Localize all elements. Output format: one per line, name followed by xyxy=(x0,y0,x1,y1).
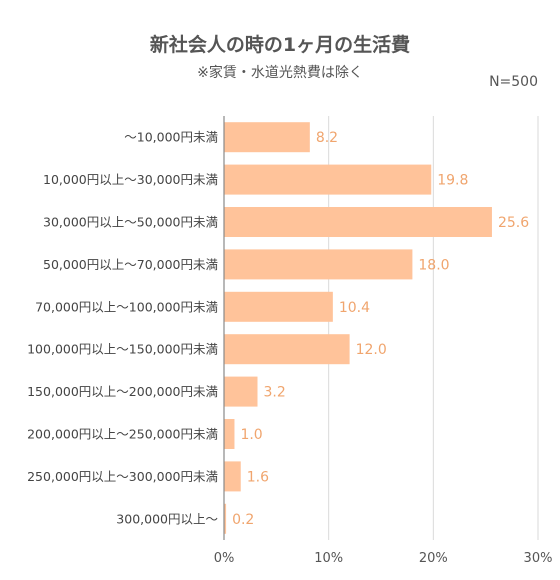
data-label: 0.2 xyxy=(232,512,254,528)
x-tick-label: 0% xyxy=(214,551,235,566)
sample-size-label: N=500 xyxy=(489,74,538,90)
data-label: 1.0 xyxy=(240,427,262,443)
category-label: 70,000円以上～100,000円未満 xyxy=(35,299,218,314)
category-label: 100,000円以上～150,000円未満 xyxy=(27,342,218,357)
bar xyxy=(224,419,235,449)
data-label: 3.2 xyxy=(263,385,285,401)
bar xyxy=(224,164,432,195)
chart-subtitle: ※家賃・水道光熱費は除く xyxy=(197,65,363,81)
chart-title: 新社会人の時の1ヶ月の生活費 xyxy=(149,34,411,56)
category-label: 250,000円以上～300,000円未満 xyxy=(27,469,218,484)
bar xyxy=(224,291,333,322)
category-label: 10,000円以上～30,000円未満 xyxy=(43,172,218,187)
x-tick-label: 20% xyxy=(419,551,448,566)
category-label: 30,000円以上～50,000円未満 xyxy=(43,215,218,230)
category-label: 50,000円以上～70,000円未満 xyxy=(43,257,218,272)
data-label: 25.6 xyxy=(498,215,529,231)
data-label: 19.8 xyxy=(437,173,468,189)
x-tick-label: 30% xyxy=(524,551,553,566)
bar xyxy=(224,249,413,280)
category-label: ～10,000円未満 xyxy=(124,130,218,145)
data-label: 12.0 xyxy=(356,342,387,358)
bar xyxy=(224,207,492,237)
category-label: 150,000円以上～200,000円未満 xyxy=(27,384,218,399)
bar xyxy=(224,503,227,534)
x-tick-label: 10% xyxy=(314,551,343,566)
data-label: 8.2 xyxy=(316,130,338,146)
data-label: 10.4 xyxy=(339,300,370,316)
bar xyxy=(224,334,350,365)
category-label: 200,000円以上～250,000円未満 xyxy=(27,427,218,442)
bar xyxy=(224,376,258,407)
bar xyxy=(224,122,310,153)
data-label: 1.6 xyxy=(247,469,269,485)
bar xyxy=(224,461,241,492)
category-label: 300,000円以上～ xyxy=(116,511,218,526)
data-label: 18.0 xyxy=(418,257,449,273)
